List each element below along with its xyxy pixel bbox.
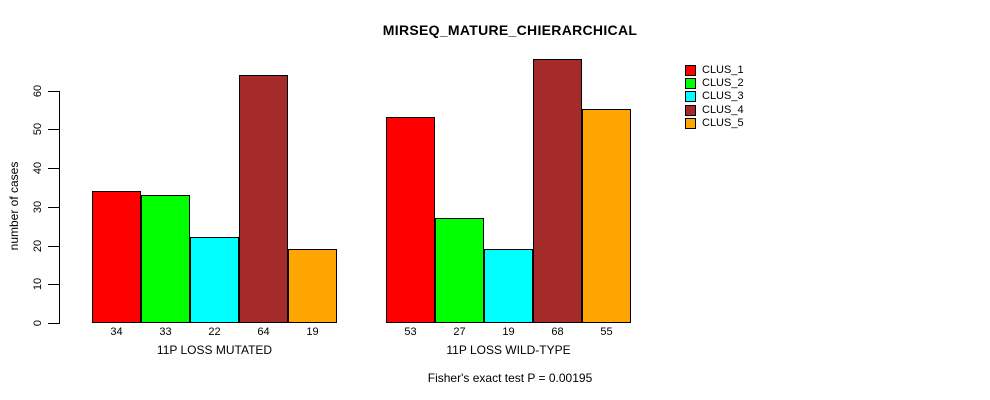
y-tick <box>48 168 59 169</box>
y-tick <box>48 246 59 247</box>
bar-value-label: 22 <box>208 326 221 338</box>
legend-swatch-clus_4 <box>685 105 696 116</box>
legend-label-clus_1: CLUS_1 <box>702 64 744 76</box>
bar-clus_2 <box>141 195 190 323</box>
bar-value-label: 19 <box>306 326 319 338</box>
bar-clus_4 <box>533 59 582 323</box>
bar-value-label: 64 <box>257 326 270 338</box>
legend-label-clus_4: CLUS_4 <box>702 104 744 116</box>
y-tick <box>48 284 59 285</box>
chart-title: MIRSEQ_MATURE_CHIERARCHICAL <box>382 22 638 38</box>
footnote: Fisher's exact test P = 0.00195 <box>427 371 593 385</box>
y-axis-line <box>59 91 60 324</box>
bar-clus_5 <box>582 109 631 323</box>
bar-value-label: 53 <box>404 326 417 338</box>
bar-value-label: 19 <box>502 326 515 338</box>
y-tick <box>48 207 59 208</box>
y-tick <box>48 91 59 92</box>
bar-clus_5 <box>288 249 337 323</box>
bar-value-label: 55 <box>600 326 613 338</box>
bar-value-label: 34 <box>110 326 123 338</box>
bar-value-label: 68 <box>551 326 564 338</box>
legend-label-clus_2: CLUS_2 <box>702 77 744 89</box>
legend-swatch-clus_1 <box>685 65 696 76</box>
bar-value-label: 33 <box>159 326 172 338</box>
group-label: 11P LOSS WILD-TYPE <box>446 343 571 357</box>
bar-clus_2 <box>435 218 484 323</box>
y-tick <box>48 129 59 130</box>
legend-label-clus_5: CLUS_5 <box>702 117 744 129</box>
y-tick <box>48 323 59 324</box>
bar-value-label: 27 <box>453 326 466 338</box>
legend-swatch-clus_3 <box>685 91 696 102</box>
bar-clus_4 <box>239 75 288 323</box>
legend-swatch-clus_5 <box>685 118 696 129</box>
bar-clus_1 <box>386 117 435 323</box>
legend-label-clus_3: CLUS_3 <box>702 90 744 102</box>
group-label: 11P LOSS MUTATED <box>156 343 273 357</box>
bar-clus_3 <box>484 249 533 323</box>
bar-clus_1 <box>92 191 141 323</box>
bar-clus_3 <box>190 237 239 323</box>
legend-swatch-clus_2 <box>685 78 696 89</box>
